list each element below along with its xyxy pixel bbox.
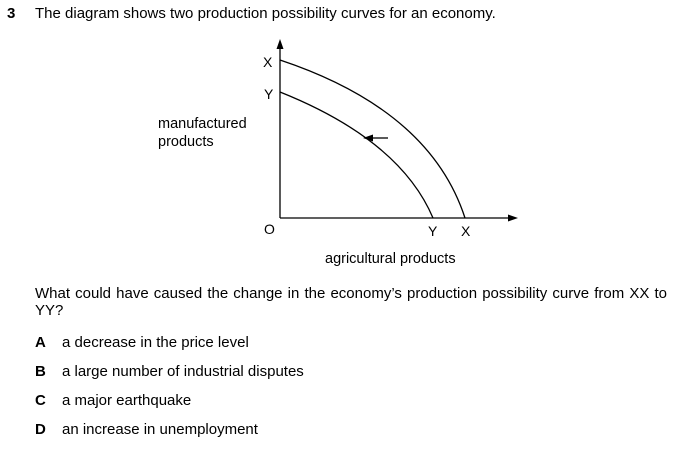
y-axis-label-line2: products: [158, 134, 214, 150]
y-axis-label-line1: manufactured: [158, 116, 247, 132]
label-y-x-intercept: Y: [428, 223, 438, 239]
x-axis-label: agricultural products: [325, 251, 456, 267]
option-text: an increase in unemployment: [62, 421, 258, 438]
option-text: a major earthquake: [62, 392, 192, 409]
question-prompt: What could have caused the change in the…: [35, 285, 667, 319]
label-origin: O: [264, 221, 275, 237]
y-axis-arrowhead: [276, 39, 284, 49]
label-x-x-intercept: X: [461, 223, 471, 239]
ppc-curve-xx: [279, 59, 466, 219]
ppc-curve-yy: [279, 91, 434, 219]
option-letter: D: [35, 421, 46, 438]
shift-arrowhead: [363, 134, 373, 142]
x-axis-arrowhead: [508, 214, 518, 222]
option-text: a large number of industrial disputes: [62, 363, 304, 380]
label-y-y-intercept: Y: [264, 86, 274, 102]
option-letter: A: [35, 334, 46, 351]
question-stem: The diagram shows two production possibi…: [35, 5, 496, 22]
option-text: a decrease in the price level: [62, 334, 249, 351]
label-x-y-intercept: X: [263, 54, 273, 70]
option-letter: B: [35, 363, 46, 380]
option-letter: C: [35, 392, 46, 409]
question-number: 3: [7, 5, 16, 22]
ppc-diagram: X Y O Y X manufactured products agricult…: [158, 39, 518, 267]
